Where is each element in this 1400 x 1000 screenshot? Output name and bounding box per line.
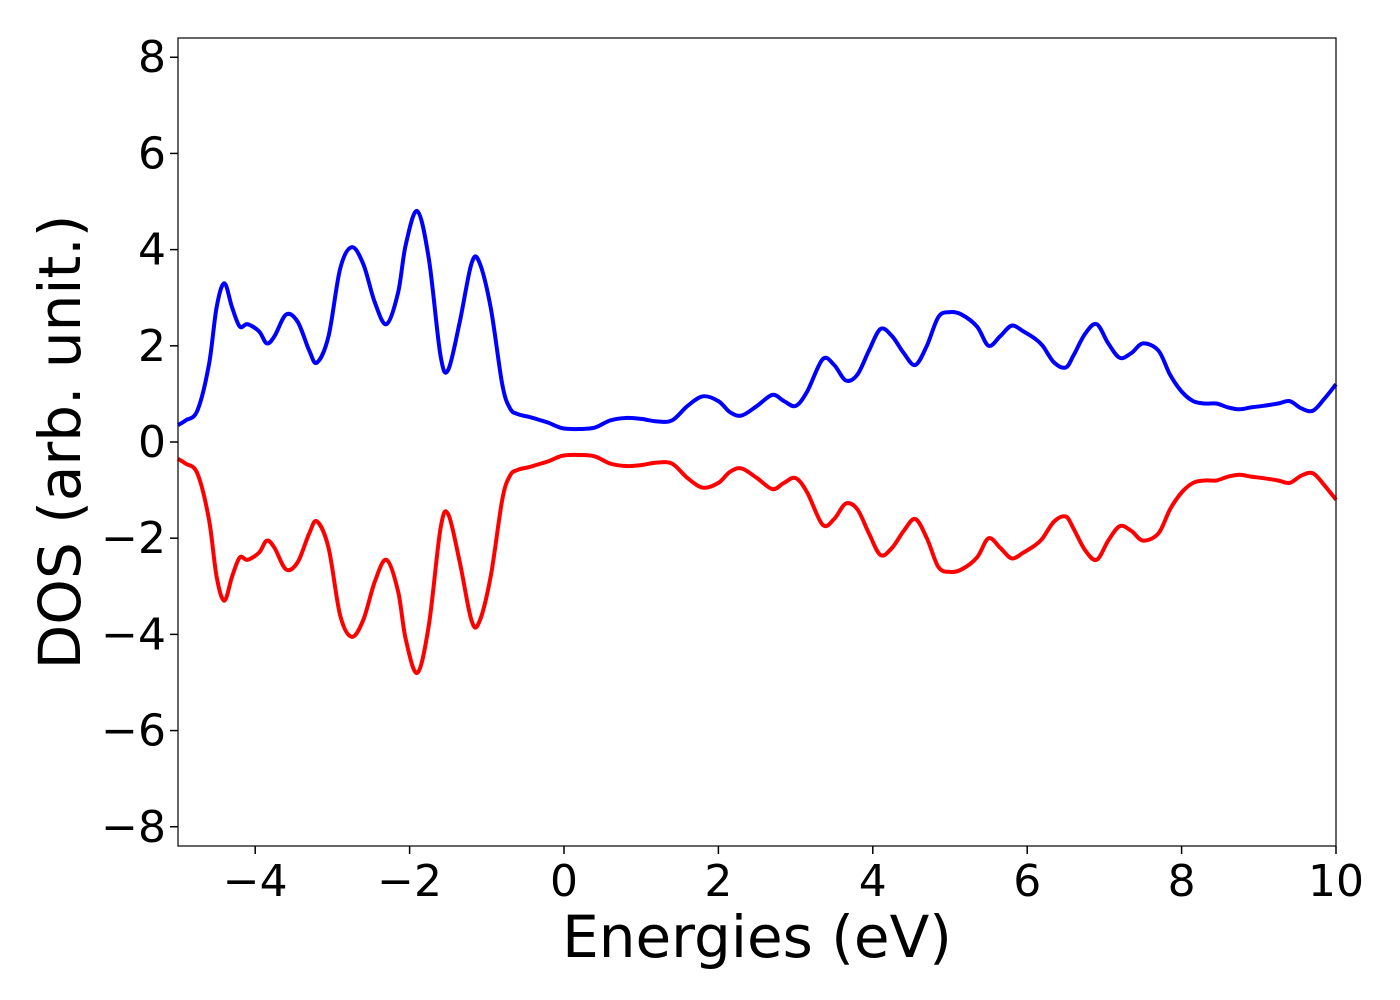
x-tick-label: 8 [1168,856,1196,907]
y-tick-label: −8 [101,802,166,853]
x-tick-label: −2 [377,856,442,907]
y-tick-label: 2 [138,321,166,372]
x-axis-label: Energies (eV) [562,903,952,971]
y-tick-label: 4 [138,225,166,276]
y-tick-label: 0 [138,417,166,468]
y-tick-label: −6 [101,706,166,757]
y-tick-label: 8 [138,32,166,83]
dos-series-line-positive [176,209,1338,432]
x-tick-label: 0 [550,856,578,907]
x-tick-label: 10 [1308,856,1364,907]
y-tick-label: −4 [101,609,166,660]
x-tick-label: 6 [1013,856,1041,907]
dos-series-line-negative [176,452,1338,675]
y-tick-label: −2 [101,513,166,564]
y-tick-label: 6 [138,128,166,179]
series-layer [176,209,1338,675]
y-axis-label: DOS (arb. unit.) [26,215,94,670]
ticks-layer: −4 −2 0 2 4 6 8 10 8 6 4 2 0 −2 −4 −6 −8 [101,32,1364,907]
x-tick-label: 4 [859,856,887,907]
x-tick-label: −4 [223,856,288,907]
x-tick-label: 2 [704,856,732,907]
